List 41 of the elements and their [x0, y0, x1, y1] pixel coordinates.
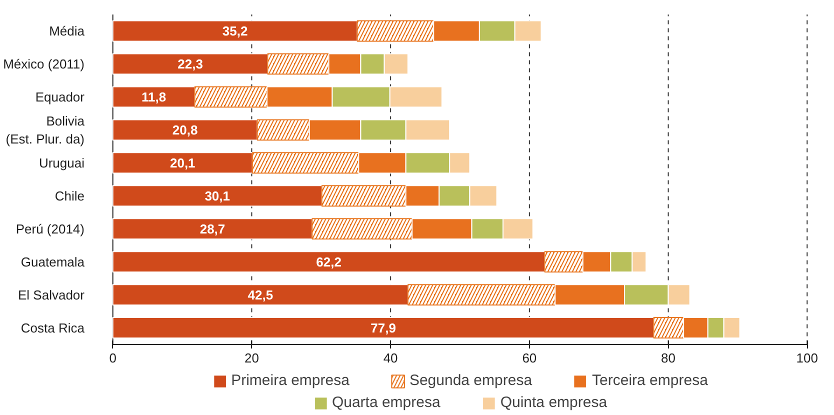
data-label: 20,8 [172, 122, 198, 138]
x-tick-label: 80 [661, 350, 676, 366]
legend-label: Quarta empresa [332, 394, 440, 411]
x-tick-label: 100 [796, 350, 818, 366]
data-label: 62,2 [316, 254, 342, 270]
bar [112, 251, 546, 273]
bar [112, 86, 196, 108]
data-label: 30,1 [204, 188, 230, 204]
bar [112, 119, 258, 141]
y-tick-label: Equador [35, 89, 86, 104]
y-tick-label: Perú (2014) [16, 221, 85, 236]
y-tick-label: México (2011) [3, 56, 85, 72]
x-tick-label: 40 [383, 350, 398, 366]
bar [112, 185, 322, 207]
data-label: 35,2 [222, 23, 248, 38]
data-label: 22,3 [178, 56, 203, 72]
x-tick-label: 20 [244, 350, 259, 366]
bar [112, 284, 408, 306]
bar [112, 317, 654, 338]
y-tick-label: Guatemala [20, 254, 86, 270]
data-label: 77,9 [370, 320, 396, 336]
data-label: 42,5 [248, 287, 274, 302]
y-tick-label: Costa Rica [20, 320, 86, 336]
y-tick-label: El Salvador [18, 287, 86, 302]
bar [112, 152, 253, 174]
y-tick-label: Média [49, 23, 86, 38]
y-tick-label: Bolivia (Est. Plur. da) [6, 113, 86, 146]
data-label: 20,1 [170, 155, 196, 170]
data-label: 11,8 [142, 89, 166, 104]
bar [112, 20, 358, 42]
x-tick-label: 0 [109, 350, 116, 366]
legend-label: Primeira empresa [231, 372, 350, 389]
y-tick-label: Chile [54, 188, 84, 204]
data-label: 28,7 [200, 221, 226, 236]
y-tick-label: Uruguai [38, 155, 85, 170]
legend-label: Segunda empresa [409, 372, 532, 389]
bar [112, 218, 313, 240]
bar [112, 53, 268, 75]
x-tick-label: 60 [522, 350, 537, 366]
legend-label: Terceira empresa [592, 372, 708, 389]
legend-label: Quinta empresa [500, 394, 608, 411]
